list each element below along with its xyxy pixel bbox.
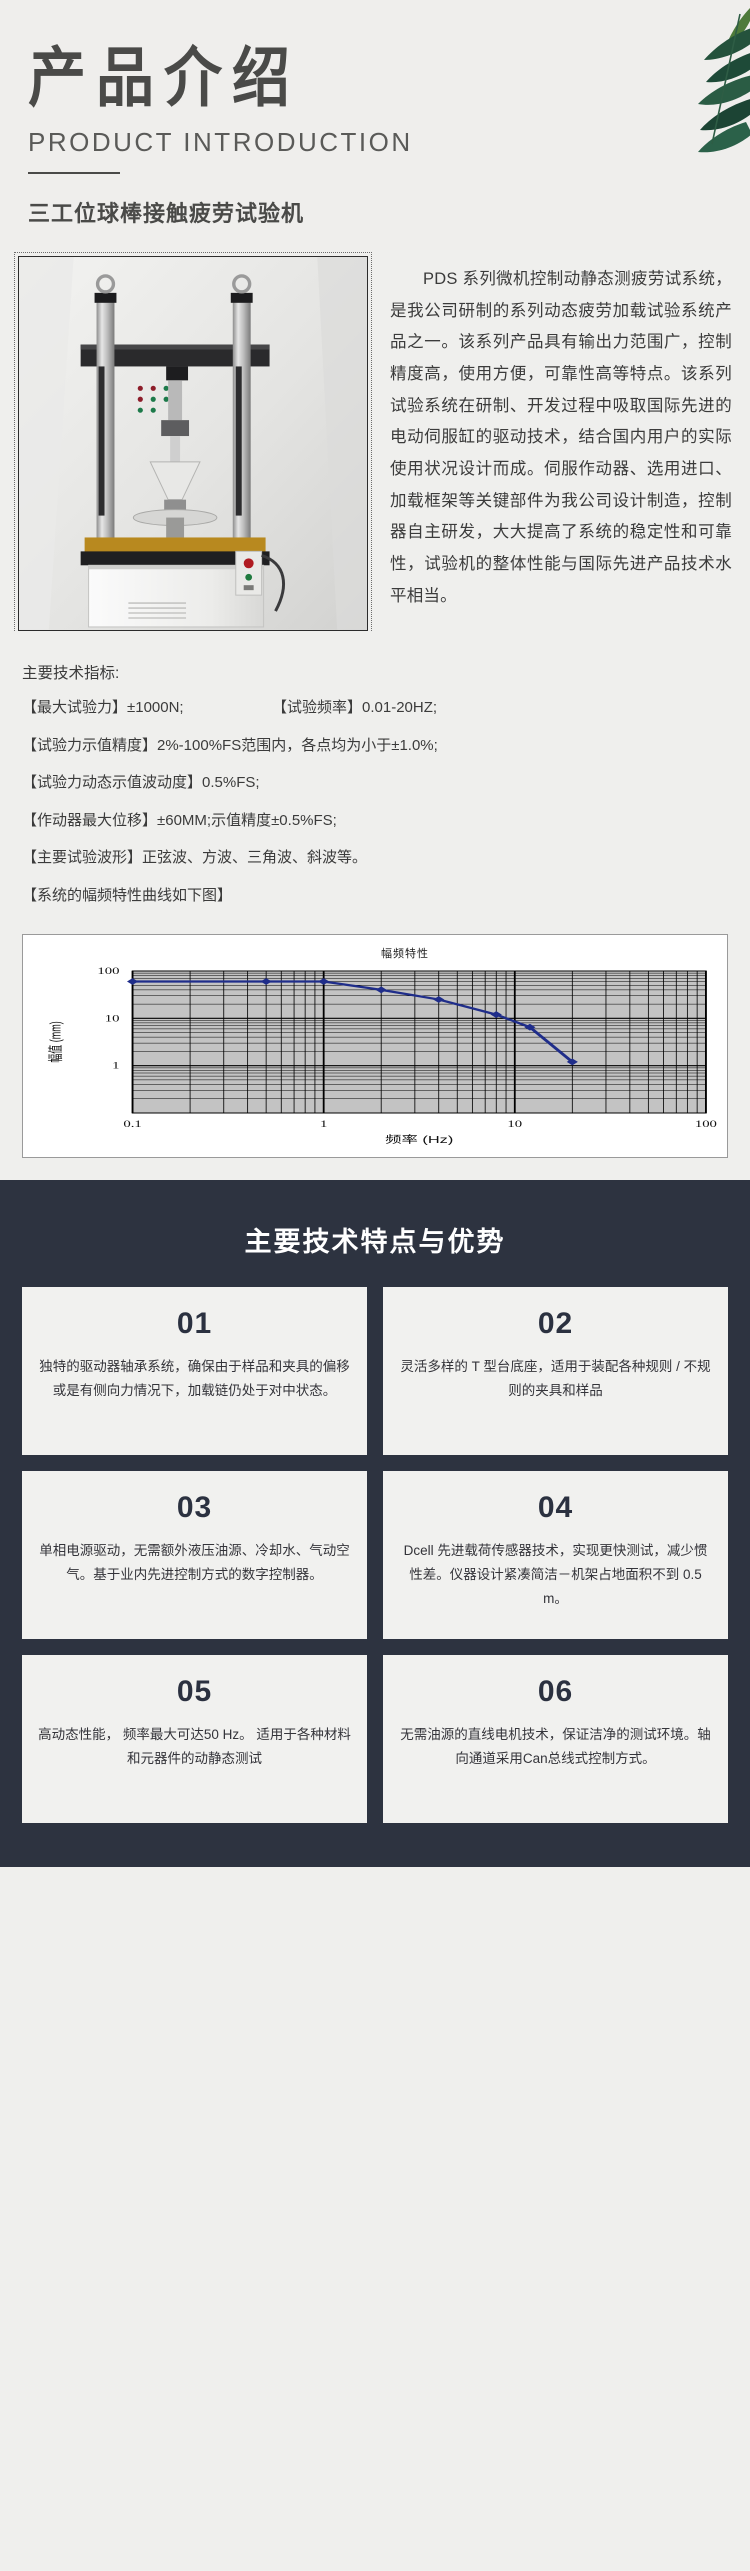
feature-number: 03 <box>176 1491 213 1524</box>
svg-text:100: 100 <box>97 966 119 976</box>
svg-text:10: 10 <box>105 1013 120 1023</box>
feature-card: 06 无需油源的直线电机技术，保证洁净的测试环境。轴向通道采用Can总线式控制方… <box>383 1655 728 1823</box>
features-section: 主要技术特点与优势 01 独特的驱动器轴承系统，确保由于样品和夹具的偏移或是有侧… <box>0 1180 750 1867</box>
feature-text: Dcell 先进载荷传感器技术，实现更快测试，减少惯性差。仪器设计紧凑简洁－机架… <box>403 1543 708 1607</box>
feature-number: 06 <box>537 1675 574 1708</box>
product-name-heading: 三工位球棒接触疲劳试验机 <box>28 200 305 226</box>
feature-card: 01 独特的驱动器轴承系统，确保由于样品和夹具的偏移或是有侧向力情况下，加载链仍… <box>22 1287 367 1455</box>
svg-text:0.1: 0.1 <box>123 1119 141 1129</box>
title-divider <box>28 171 120 174</box>
feature-number: 04 <box>537 1491 574 1524</box>
svg-text:幅值 (mm): 幅值 (mm) <box>46 1021 64 1062</box>
frequency-response-chart: 幅频特性 0.1 1 10 100 1 10 100 频率 (Hz) 幅值 (mm) <box>22 934 728 1158</box>
page-title: 产品介绍 <box>28 39 301 116</box>
feature-number: 01 <box>176 1307 213 1340</box>
svg-text:1: 1 <box>112 1061 119 1071</box>
spec-chart-caption: 【系统的幅频特性曲线如下图】 <box>22 886 233 904</box>
feature-number: 05 <box>176 1675 213 1708</box>
features-grid: 01 独特的驱动器轴承系统，确保由于样品和夹具的偏移或是有侧向力情况下，加载链仍… <box>22 1287 728 1823</box>
feature-text: 单相电源驱动，无需额外液压油源、冷却水、气动空气。基于业内先进控制方式的数字控制… <box>39 1543 350 1583</box>
leaf-decoration-icon <box>698 8 750 153</box>
product-photo <box>14 252 372 631</box>
spec-max-force: 【最大试验力】±1000N; <box>22 699 184 716</box>
product-section: PDS 系列微机控制动静态测疲劳试系统，是我公司研制的系列动态疲劳加载试验系统产… <box>0 250 750 631</box>
spec-row: 【最大试验力】±1000N; 【试验频率】0.01-20HZ; <box>22 697 728 720</box>
svg-text:100: 100 <box>695 1119 717 1129</box>
svg-text:频率 (Hz): 频率 (Hz) <box>385 1133 453 1145</box>
svg-text:10: 10 <box>507 1119 522 1129</box>
feature-text: 无需油源的直线电机技术，保证洁净的测试环境。轴向通道采用Can总线式控制方式。 <box>400 1727 711 1767</box>
feature-card: 05 高动态性能， 频率最大可达50 Hz。 适用于各种材料和元器件的动静态测试 <box>22 1655 367 1823</box>
specifications-section: 主要技术指标: 【最大试验力】±1000N; 【试验频率】0.01-20HZ; … <box>0 631 750 928</box>
chart-plot-area: 0.1 1 10 100 1 10 100 频率 (Hz) 幅值 (mm) <box>46 966 717 1145</box>
product-introduction-page: 产品介绍 PRODUCT INTRODUCTION 三工位球棒接触疲劳试验机 <box>0 0 750 1867</box>
feature-text: 独特的驱动器轴承系统，确保由于样品和夹具的偏移或是有侧向力情况下，加载链仍处于对… <box>39 1359 350 1399</box>
spec-force-accuracy: 【试验力示值精度】2%-100%FS范围内，各点均为小于±1.0%; <box>22 736 438 754</box>
spec-dynamic-fluctuation: 【试验力动态示值波动度】0.5%FS; <box>22 774 260 791</box>
testing-machine-illustration <box>19 257 367 630</box>
features-heading: 主要技术特点与优势 <box>244 1227 506 1257</box>
feature-card: 02 灵活多样的 T 型台底座，适用于装配各种规则 / 不规则的夹具和样品 <box>383 1287 728 1455</box>
feature-number: 02 <box>537 1307 574 1340</box>
page-subtitle-en: PRODUCT INTRODUCTION <box>28 126 413 157</box>
spec-waveforms: 【主要试验波形】正弦波、方波、三角波、斜波等。 <box>22 849 368 866</box>
chart-title: 幅频特性 <box>381 948 429 960</box>
spec-test-frequency: 【试验频率】0.01-20HZ; <box>272 699 438 716</box>
feature-card: 03 单相电源驱动，无需额外液压油源、冷却水、气动空气。基于业内先进控制方式的数… <box>22 1471 367 1639</box>
feature-text: 灵活多样的 T 型台底座，适用于装配各种规则 / 不规则的夹具和样品 <box>400 1359 711 1399</box>
feature-text: 高动态性能， 频率最大可达50 Hz。 适用于各种材料和元器件的动静态测试 <box>38 1727 351 1767</box>
feature-card: 04 Dcell 先进载荷传感器技术，实现更快测试，减少惯性差。仪器设计紧凑简洁… <box>383 1471 728 1639</box>
specs-heading: 主要技术指标: <box>22 665 120 682</box>
spec-max-displacement: 【作动器最大位移】±60MM;示值精度±0.5%FS; <box>22 811 337 829</box>
svg-text:1: 1 <box>320 1119 327 1129</box>
product-description: PDS 系列微机控制动静态测疲劳试系统，是我公司研制的系列动态疲劳加载试验系统产… <box>390 270 732 605</box>
hero-section: 产品介绍 PRODUCT INTRODUCTION 三工位球棒接触疲劳试验机 <box>0 0 750 250</box>
